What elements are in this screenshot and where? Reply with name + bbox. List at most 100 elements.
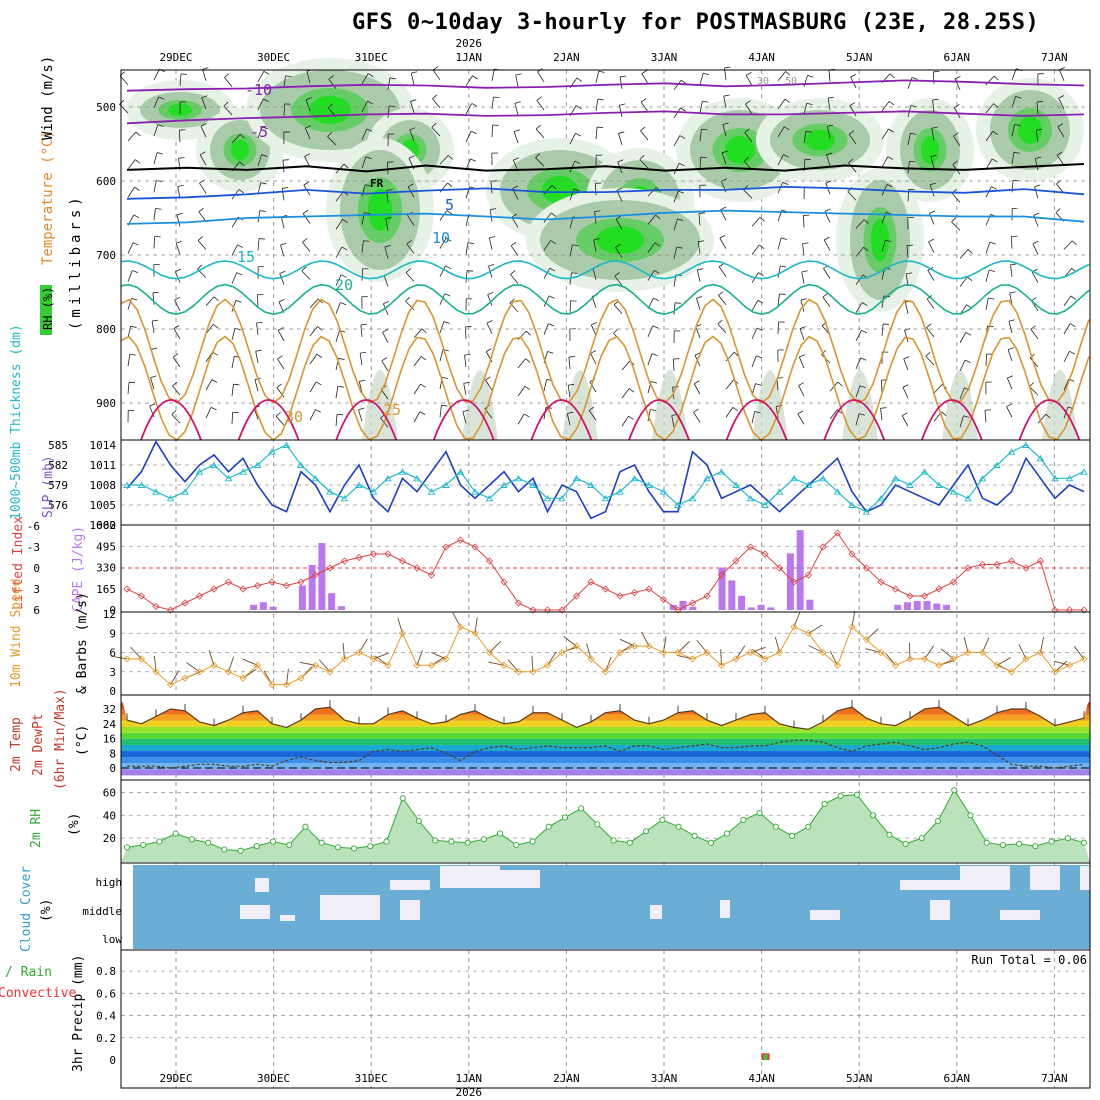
lifted-index-point bbox=[456, 536, 465, 544]
wind-barb bbox=[902, 387, 909, 399]
wind-barb bbox=[132, 242, 139, 246]
wind-barb bbox=[199, 179, 205, 184]
x-bottom-tick: 30DEC bbox=[257, 1072, 290, 1085]
wind-barb bbox=[386, 162, 389, 175]
wind-barb bbox=[233, 383, 240, 386]
wind-barb bbox=[152, 291, 159, 294]
wind-barb bbox=[202, 67, 209, 70]
lifted-index-point bbox=[732, 557, 740, 565]
wind-barb-10m bbox=[752, 648, 766, 660]
wind-barb bbox=[278, 298, 285, 303]
temp-color-band bbox=[121, 751, 1090, 758]
wind-speed-point bbox=[514, 668, 523, 676]
temp-contour-hot bbox=[725, 399, 788, 441]
wind-barb bbox=[1063, 351, 1070, 363]
wind-speed-point bbox=[500, 661, 508, 669]
rh-area bbox=[121, 790, 1090, 862]
wind-barb bbox=[640, 130, 649, 141]
rh-point bbox=[123, 844, 131, 851]
rh-point bbox=[545, 823, 552, 830]
wind-barb bbox=[261, 154, 268, 157]
wind-barb bbox=[280, 216, 285, 229]
wind-barb bbox=[847, 191, 857, 201]
wind-speed-point bbox=[819, 648, 827, 657]
wind-barb bbox=[782, 181, 789, 185]
temp-contour-hot bbox=[920, 399, 983, 441]
thickness-point bbox=[877, 494, 885, 502]
wind-barb bbox=[680, 107, 686, 112]
wind-barb bbox=[439, 349, 444, 362]
lifted-index-point bbox=[500, 578, 508, 586]
wind-barb-10m bbox=[641, 631, 650, 647]
wind-barb bbox=[408, 155, 415, 159]
wind-barb bbox=[309, 409, 316, 421]
rh-point bbox=[805, 823, 812, 830]
wind-barb bbox=[129, 353, 136, 356]
cloud-block bbox=[500, 870, 540, 888]
thickness-point bbox=[1022, 441, 1030, 448]
wind-barb bbox=[487, 294, 493, 306]
cape-bar bbox=[259, 602, 267, 610]
ylabel-rh: RH (%) bbox=[41, 287, 55, 330]
wind-barb bbox=[337, 413, 344, 416]
dewpoint-line bbox=[127, 739, 1085, 769]
wind-barb bbox=[991, 158, 998, 163]
temp-contour-30 bbox=[120, 335, 1090, 442]
wind-speed-point bbox=[804, 629, 813, 637]
rh-point bbox=[156, 838, 163, 845]
rh-point bbox=[399, 795, 406, 802]
wind-barb bbox=[512, 185, 519, 189]
cloud-tick: high bbox=[96, 876, 123, 889]
lifted-index-point bbox=[398, 557, 407, 565]
wind-barb bbox=[855, 413, 860, 426]
thickness-point bbox=[717, 468, 726, 475]
x-top-tick: 29DEC bbox=[159, 51, 192, 64]
wind-barb bbox=[171, 414, 181, 424]
wind-barb bbox=[925, 351, 931, 357]
wind-barb bbox=[198, 207, 204, 213]
wind-barb bbox=[722, 122, 729, 125]
wind-barb bbox=[1031, 271, 1039, 283]
wind-barb bbox=[984, 410, 987, 423]
wind-barb bbox=[798, 382, 805, 386]
wind-barb bbox=[930, 156, 935, 169]
wind-barb bbox=[1010, 264, 1013, 277]
rh-point bbox=[675, 823, 682, 830]
wind-speed-point bbox=[587, 655, 595, 663]
wind-barb bbox=[543, 295, 550, 307]
cloud-block bbox=[1030, 866, 1060, 890]
wind-barb bbox=[511, 213, 518, 218]
x-bottom-tick: 31DEC bbox=[355, 1072, 388, 1085]
wind-barb bbox=[951, 221, 961, 231]
wind-barb bbox=[158, 96, 165, 100]
cloud-block bbox=[400, 900, 420, 920]
wind-barb-10m bbox=[318, 659, 331, 673]
wind-barb bbox=[523, 413, 530, 418]
wind-barb bbox=[693, 380, 700, 384]
wind-barb bbox=[389, 77, 396, 80]
wind-barb bbox=[1031, 297, 1037, 302]
wind-barb bbox=[302, 238, 308, 243]
lifted-index-point bbox=[862, 564, 871, 572]
wind-barb bbox=[925, 355, 935, 366]
wind-speed-point bbox=[427, 661, 436, 669]
rh-shading bbox=[805, 129, 835, 151]
wind-barb bbox=[721, 150, 728, 154]
lifted-index-point bbox=[790, 578, 798, 586]
wind-barb bbox=[757, 299, 764, 304]
wind-barb bbox=[407, 183, 414, 188]
wind-barb bbox=[490, 208, 497, 210]
wind-barb bbox=[383, 275, 389, 287]
wind-barb bbox=[1015, 96, 1022, 99]
wind-barb bbox=[721, 152, 727, 165]
wind-barb bbox=[855, 385, 861, 398]
x-top-tick: 31DEC bbox=[355, 51, 388, 64]
wind-barb bbox=[127, 186, 135, 198]
wind-speed-point bbox=[543, 661, 552, 669]
wind-barb bbox=[828, 96, 835, 99]
wind-barb bbox=[442, 376, 449, 379]
wind-barb-10m bbox=[186, 662, 200, 673]
wind-barb bbox=[826, 152, 833, 156]
panel-frame bbox=[120, 949, 1091, 1089]
cloud-block bbox=[320, 895, 380, 920]
